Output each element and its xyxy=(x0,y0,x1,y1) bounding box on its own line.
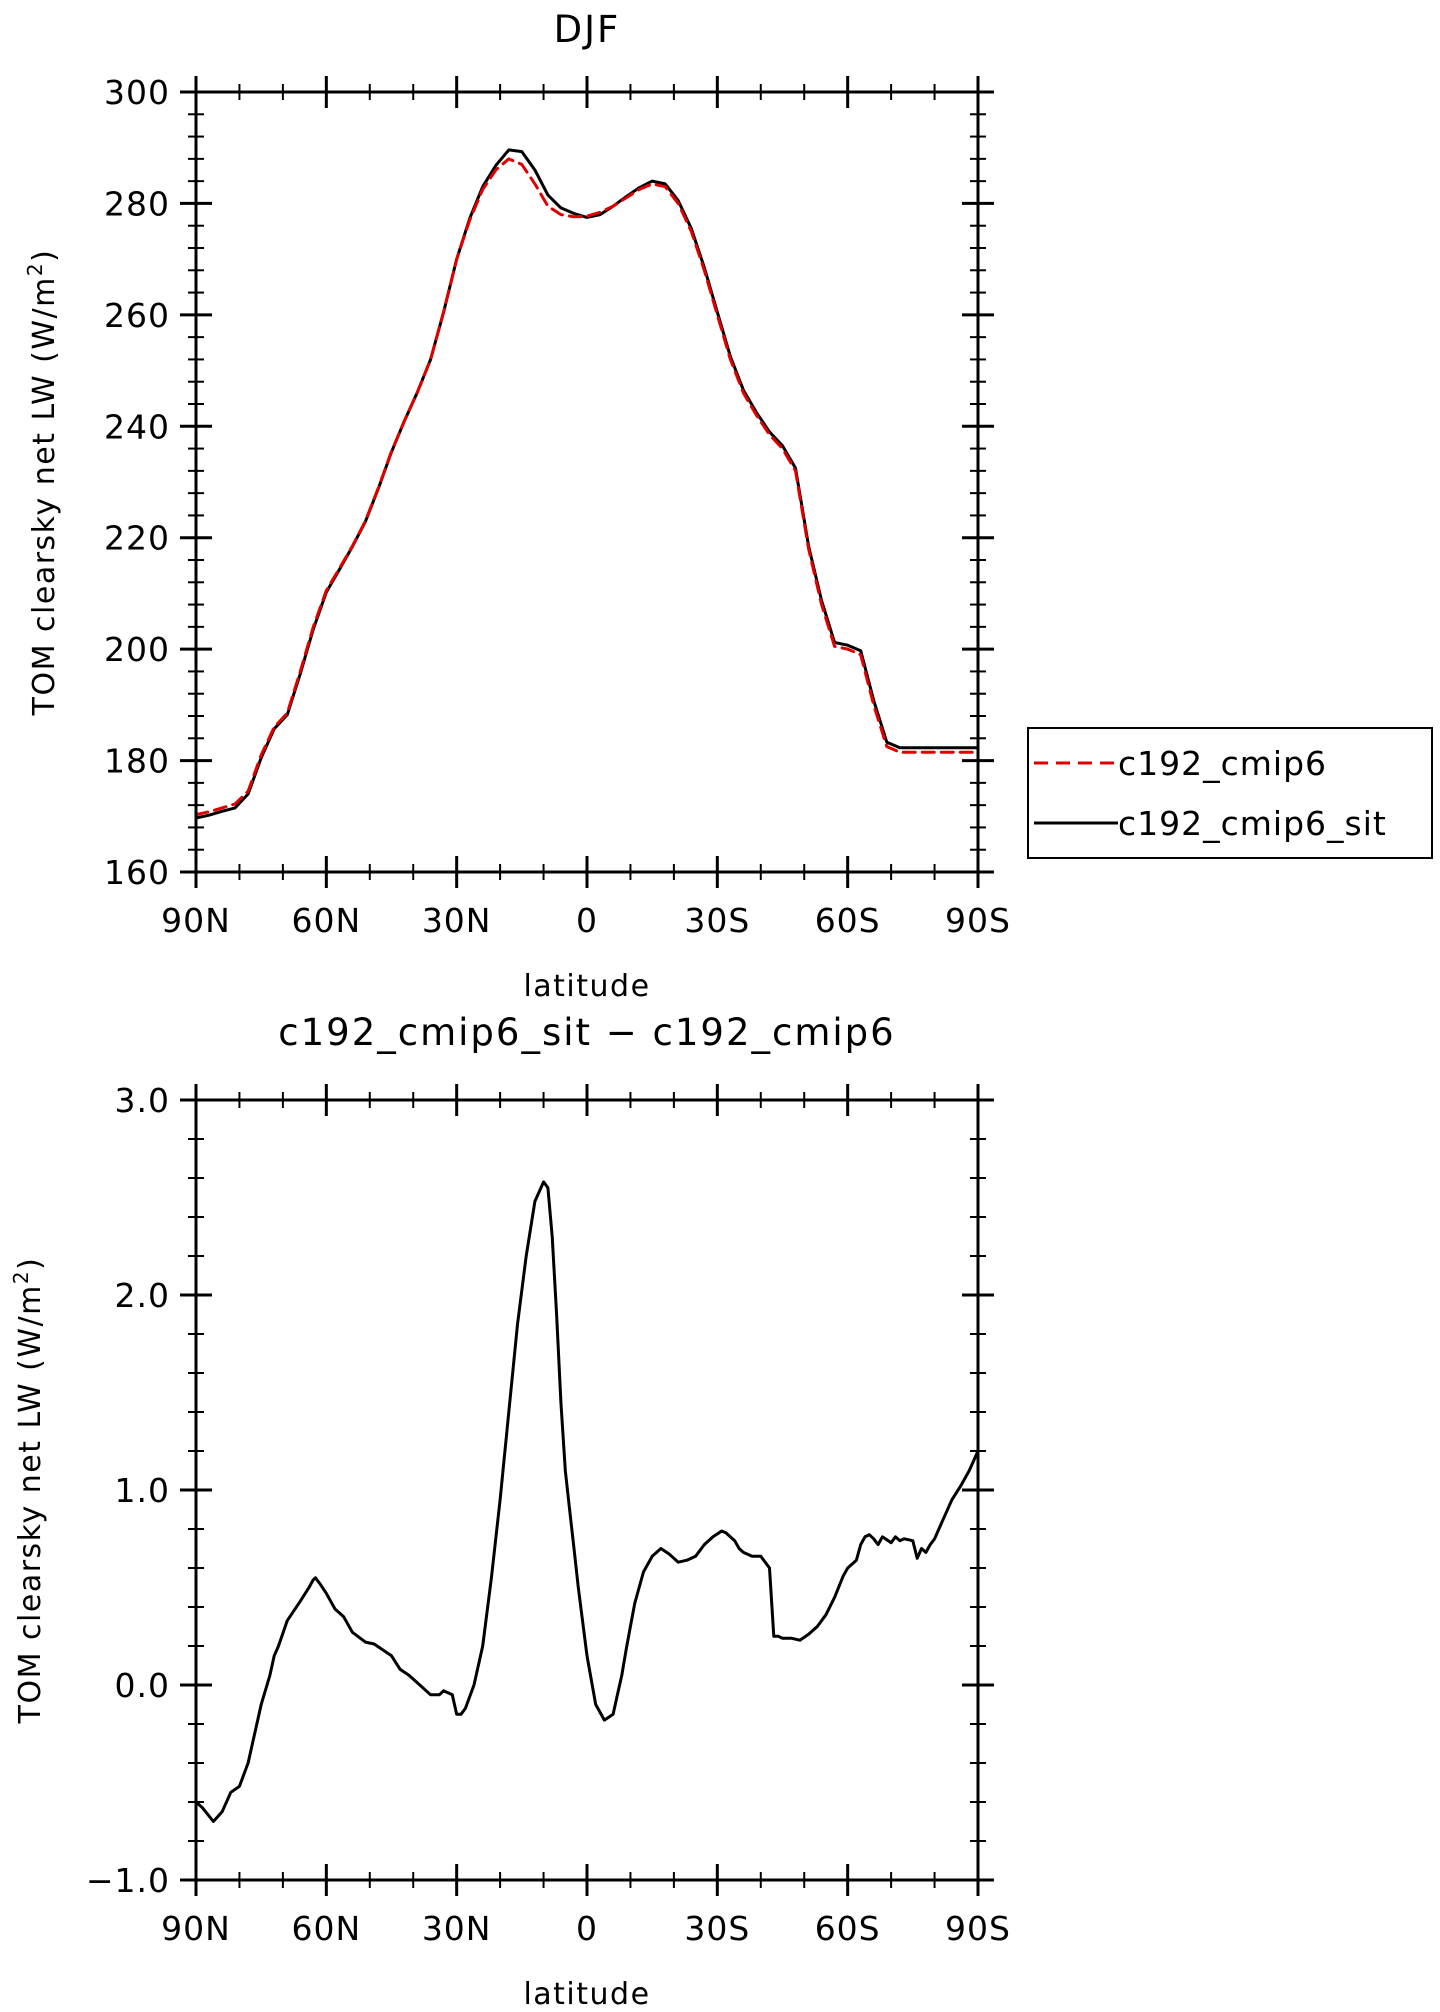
y-tick-label: 260 xyxy=(104,296,170,335)
y-tick-label: −1.0 xyxy=(86,1861,170,1900)
y-tick-label: 240 xyxy=(104,407,170,446)
x-tick-label: 30S xyxy=(684,1909,750,1948)
bottom-axis-ticks xyxy=(180,1084,994,1896)
top-y-axis-label-end: ) xyxy=(27,249,62,262)
bottom-x-axis-label: latitude xyxy=(523,1977,650,2012)
x-tick-label: 90S xyxy=(945,1909,1011,1948)
y-tick-label: 0.0 xyxy=(115,1666,170,1705)
x-tick-label: 30N xyxy=(422,1909,492,1948)
top-axis-ticks xyxy=(180,76,994,888)
bottom-panel: c192_cmip6_sit − c192_cmip6 90N 60N 30N 0 30… xyxy=(9,1011,1011,2012)
bottom-plot-frame xyxy=(194,1098,980,1882)
bottom-y-axis-label-end: ) xyxy=(13,1257,48,1270)
x-tick-label: 90S xyxy=(945,901,1011,940)
chart-title-djf: DJF xyxy=(554,8,621,51)
bottom-series xyxy=(194,1180,980,1823)
top-plot-frame xyxy=(194,90,980,874)
bottom-y-axis-label: TOM clearsky net LW (W/m2) xyxy=(9,1257,48,1725)
legend-label-c192-cmip6: c192_cmip6 xyxy=(1118,744,1327,783)
top-series xyxy=(194,148,980,820)
x-tick-label: 90N xyxy=(161,901,231,940)
y-tick-label: 1.0 xyxy=(115,1471,170,1510)
x-tick-label: 60S xyxy=(815,901,881,940)
x-tick-label: 0 xyxy=(576,1909,598,1948)
y-tick-label: 3.0 xyxy=(115,1081,170,1120)
y-tick-label: 2.0 xyxy=(115,1276,170,1315)
legend-label-c192-cmip6-sit: c192_cmip6_sit xyxy=(1118,804,1387,843)
x-tick-label: 90N xyxy=(161,1909,231,1948)
top-x-axis-label: latitude xyxy=(523,969,650,1004)
x-tick-label: 30S xyxy=(684,901,750,940)
series-line-c192-cmip6 xyxy=(194,157,980,817)
series-line-c192-cmip6-sit xyxy=(194,148,980,820)
y-tick-label: 200 xyxy=(104,630,170,669)
x-tick-label: 30N xyxy=(422,901,492,940)
x-tick-label: 60N xyxy=(291,901,361,940)
legend-box xyxy=(1027,727,1433,859)
y-tick-label: 220 xyxy=(104,519,170,558)
top-tick-labels: 90N 60N 30N 0 30S 60S 90S 160 180 200 220 240 260 280… xyxy=(104,73,1011,940)
x-tick-label: 60S xyxy=(815,1909,881,1948)
series-line-c192-cmip6-sit-c192-cmip6 xyxy=(194,1180,980,1823)
bottom-y-axis-label-main: TOM clearsky net LW (W/m xyxy=(13,1284,48,1724)
legend: c192_cmip6 c192_cmip6_sit xyxy=(1027,727,1433,859)
y-tick-label: 180 xyxy=(104,742,170,781)
top-y-axis-label-main: TOM clearsky net LW (W/m xyxy=(27,276,62,716)
y-tick-label: 160 xyxy=(104,853,170,892)
bottom-y-axis-label-sup: 2 xyxy=(9,1270,33,1284)
y-tick-label: 300 xyxy=(104,73,170,112)
y-tick-label: 280 xyxy=(104,184,170,223)
chart-title-difference: c192_cmip6_sit − c192_cmip6 xyxy=(278,1011,895,1054)
top-y-axis-label: TOM clearsky net LW (W/m2) xyxy=(23,249,62,717)
top-y-axis-label-sup: 2 xyxy=(23,262,47,276)
x-tick-label: 60N xyxy=(291,1909,361,1948)
x-tick-label: 0 xyxy=(576,901,598,940)
top-panel: DJF 90N 60N 30N 0 30S 60S 90S 160 180 200 220 240 26… xyxy=(23,8,1011,1004)
bottom-tick-labels: 90N 60N 30N 0 30S 60S 90S −1.0 0.0 1.0 2.0 3.0 xyxy=(86,1081,1011,1948)
